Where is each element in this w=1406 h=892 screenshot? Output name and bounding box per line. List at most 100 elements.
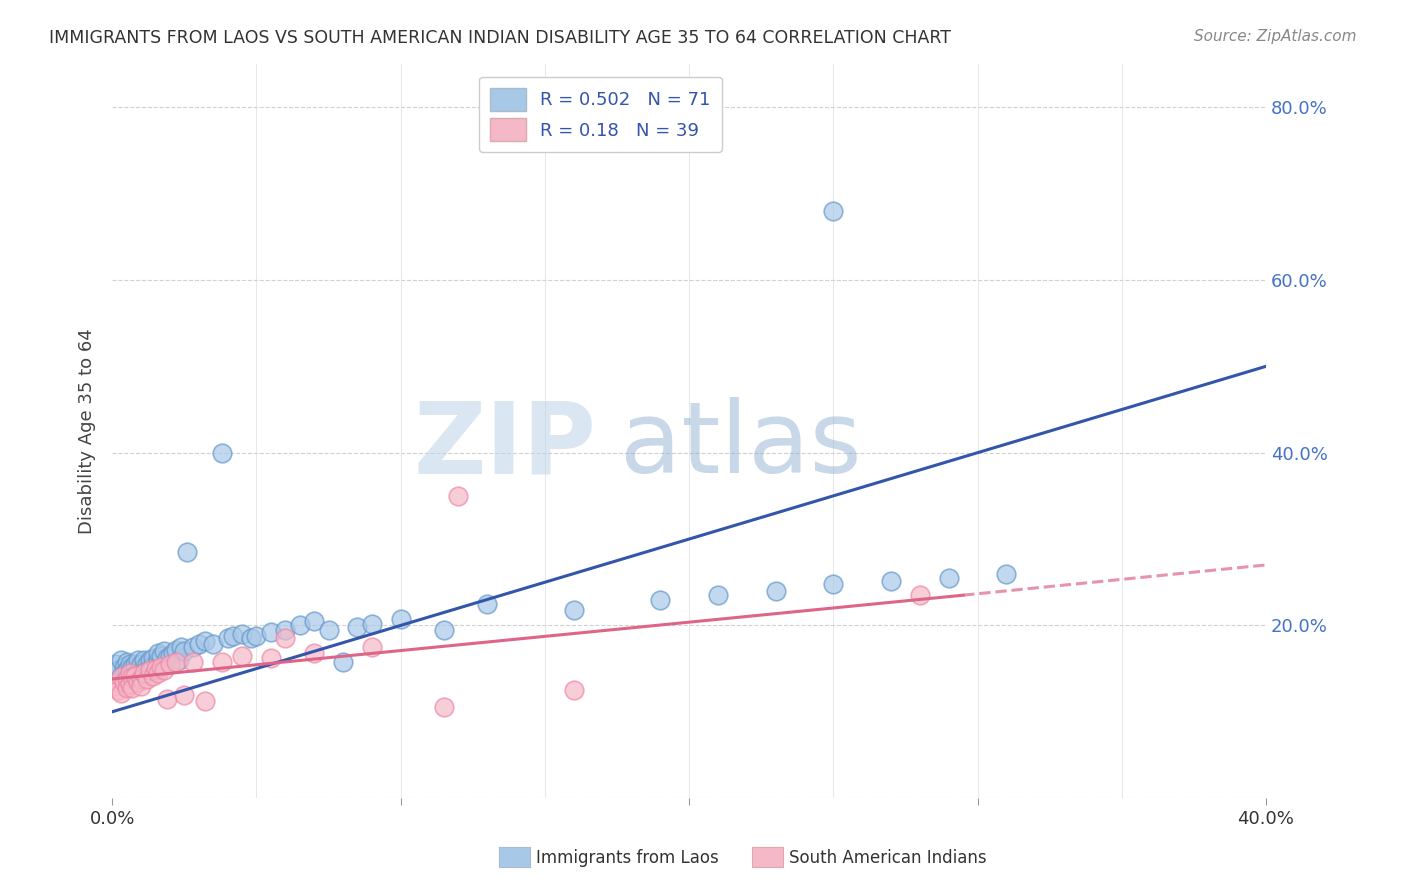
Point [360, 616, 382, 631]
Point [170, 640, 193, 654]
Point [302, 614, 325, 628]
Point [145, 663, 167, 677]
Point [162, 646, 184, 660]
Point [142, 651, 165, 665]
Point [110, 670, 132, 684]
Point [142, 668, 165, 682]
Point [135, 657, 157, 672]
Point [104, 679, 127, 693]
Point [112, 660, 135, 674]
Point [142, 657, 165, 672]
Point [318, 623, 340, 637]
Point [433, 700, 456, 714]
Point [132, 660, 155, 674]
Point [181, 640, 204, 654]
Point [156, 691, 179, 706]
Point [139, 663, 162, 677]
Text: South American Indians: South American Indians [789, 849, 987, 867]
Point [187, 637, 209, 651]
Point [115, 672, 138, 686]
Point [433, 623, 456, 637]
Point [118, 665, 141, 680]
Point [127, 663, 149, 677]
Point [222, 629, 245, 643]
Point [173, 688, 195, 702]
Point [139, 663, 162, 677]
Point [129, 665, 152, 680]
Point [129, 657, 152, 672]
Point [150, 660, 173, 674]
Point [153, 663, 176, 677]
Point [181, 655, 204, 669]
Point [145, 657, 167, 672]
Point [124, 668, 146, 682]
Point [115, 655, 138, 669]
Point [211, 655, 233, 669]
Point [707, 588, 730, 602]
Text: Source: ZipAtlas.com: Source: ZipAtlas.com [1194, 29, 1357, 44]
Point [765, 583, 787, 598]
Point [107, 683, 129, 698]
Point [231, 648, 253, 663]
Point [823, 577, 845, 591]
Point [127, 653, 149, 667]
Point [156, 651, 179, 665]
Y-axis label: Disability Age 35 to 64: Disability Age 35 to 64 [79, 328, 96, 534]
Point [110, 653, 132, 667]
Point [650, 592, 672, 607]
Point [127, 674, 149, 689]
Point [173, 644, 195, 658]
Point [124, 662, 146, 676]
Point [124, 657, 146, 672]
Point [118, 657, 141, 672]
Text: IMMIGRANTS FROM LAOS VS SOUTH AMERICAN INDIAN DISABILITY AGE 35 TO 64 CORRELATIO: IMMIGRANTS FROM LAOS VS SOUTH AMERICAN I… [49, 29, 952, 46]
Point [165, 642, 187, 657]
Point [135, 663, 157, 677]
Point [148, 665, 170, 680]
Point [202, 637, 225, 651]
Point [165, 655, 187, 669]
Point [260, 625, 283, 640]
Point [104, 657, 127, 672]
Point [118, 665, 141, 680]
Point [129, 679, 152, 693]
Point [260, 651, 283, 665]
Point [193, 634, 215, 648]
Point [121, 660, 143, 674]
Point [389, 611, 412, 625]
Point [193, 694, 215, 708]
Point [274, 632, 297, 646]
Point [121, 667, 143, 681]
Point [118, 677, 141, 691]
Point [288, 618, 311, 632]
Point [110, 668, 132, 682]
Point [231, 627, 253, 641]
Text: atlas: atlas [620, 397, 862, 494]
Point [908, 588, 931, 602]
Legend: R = 0.502   N = 71, R = 0.18   N = 39: R = 0.502 N = 71, R = 0.18 N = 39 [479, 77, 721, 152]
Text: ZIP: ZIP [413, 397, 596, 494]
Point [211, 445, 233, 459]
Point [112, 665, 135, 680]
Point [245, 629, 267, 643]
Point [938, 571, 960, 585]
Point [332, 655, 354, 669]
Point [115, 681, 138, 695]
Point [239, 632, 262, 646]
Point [217, 632, 239, 646]
Point [150, 648, 173, 663]
Point [995, 566, 1018, 581]
Point [562, 683, 585, 698]
Point [477, 597, 499, 611]
Point [159, 657, 181, 672]
Point [145, 662, 167, 676]
Point [132, 665, 155, 680]
Point [167, 653, 190, 667]
Point [129, 672, 152, 686]
Point [360, 640, 382, 654]
Point [148, 653, 170, 667]
Point [823, 203, 845, 218]
Point [148, 646, 170, 660]
Point [132, 653, 155, 667]
Point [115, 663, 138, 677]
